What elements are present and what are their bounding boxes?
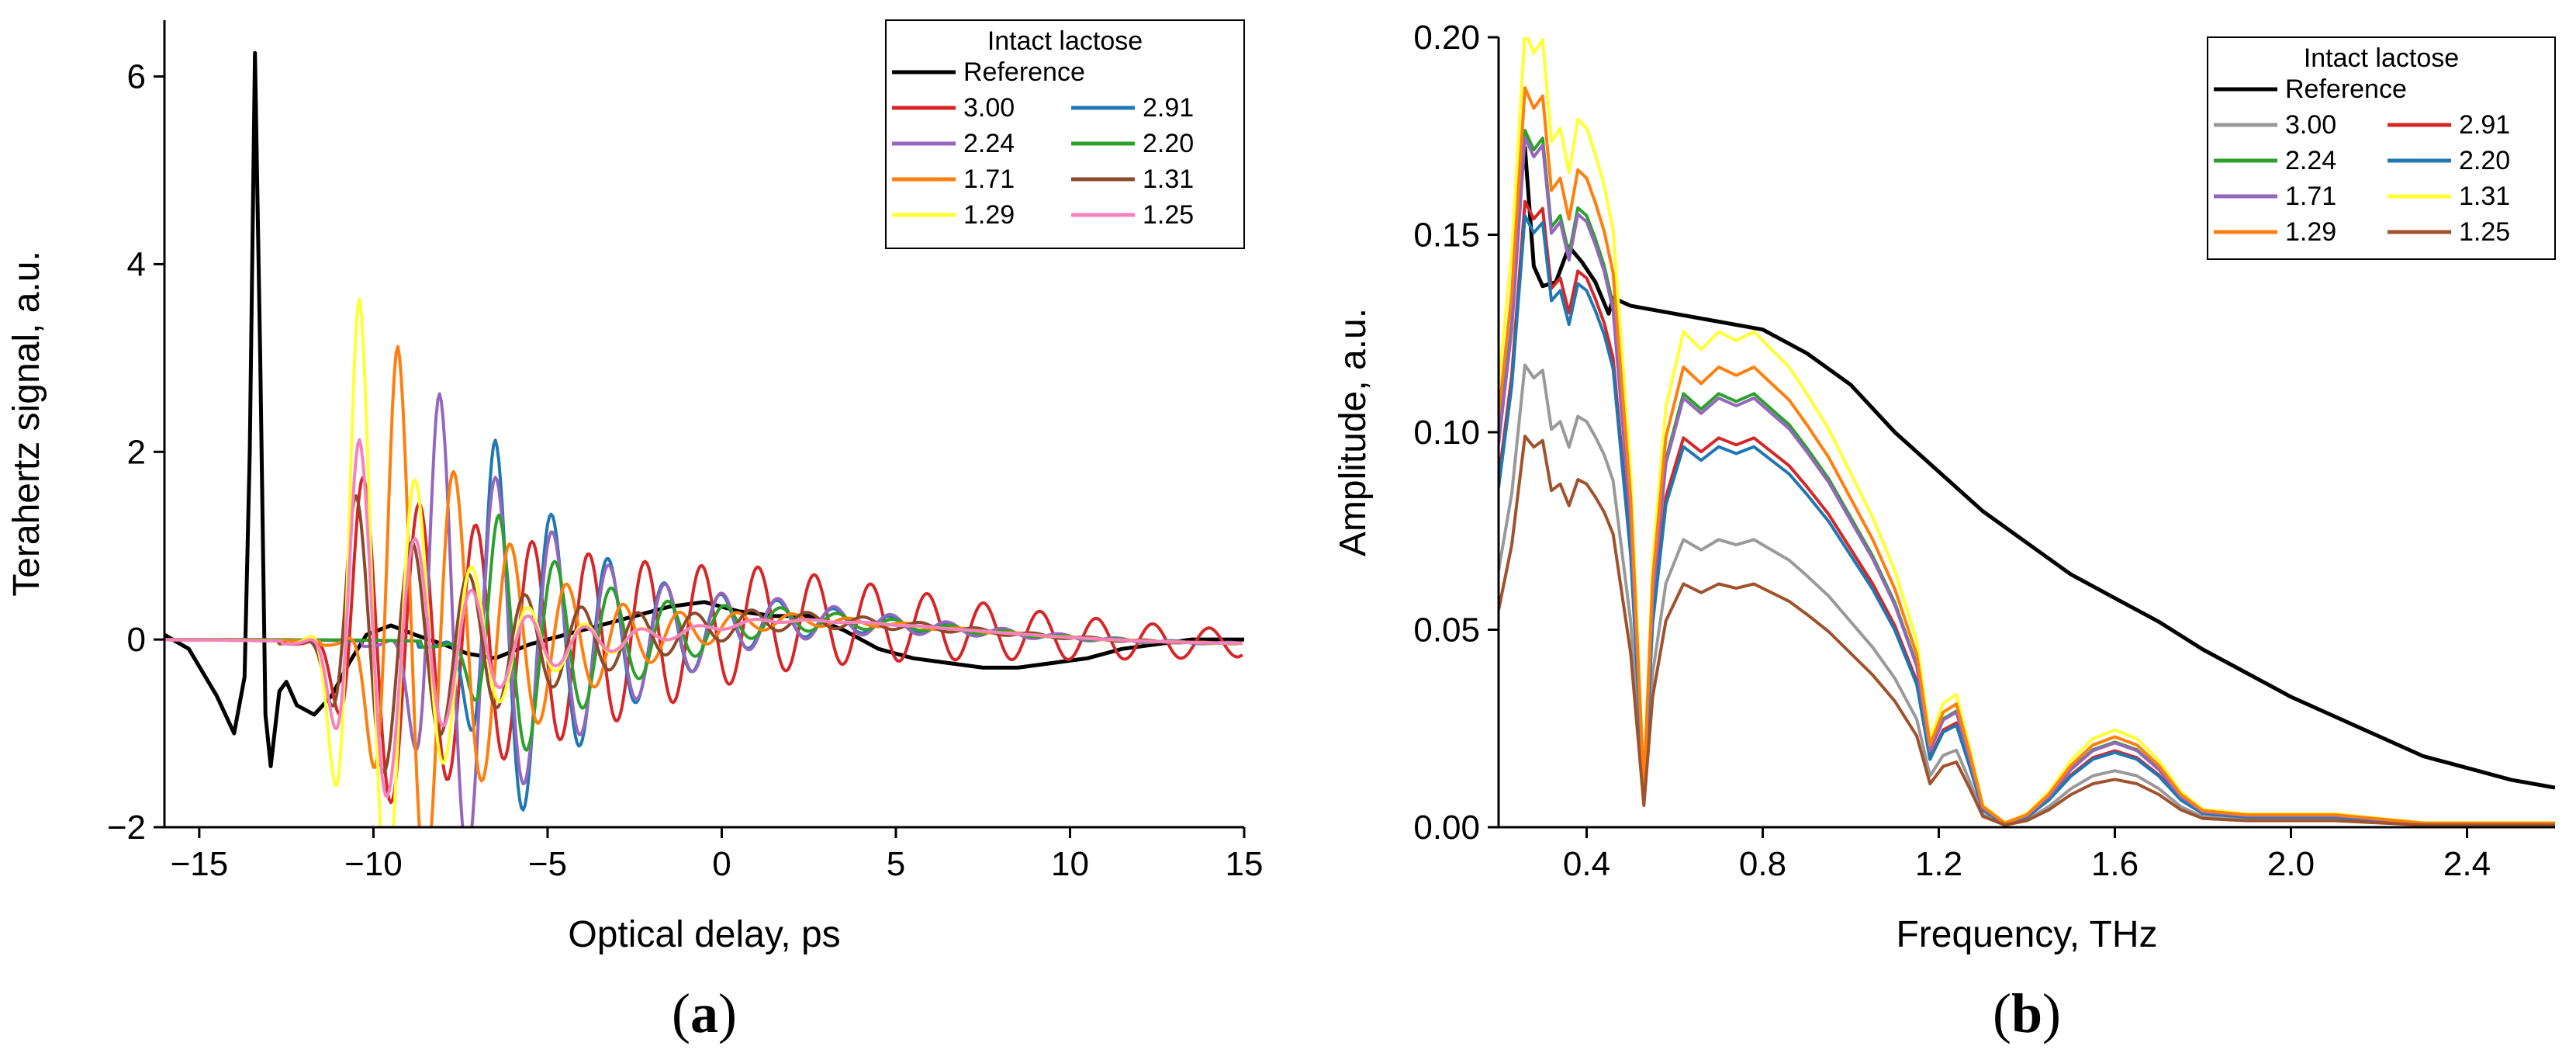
legend-label-item: 1.25 [2459, 217, 2510, 247]
y-tick-label: 0.00 [1413, 809, 1480, 847]
panel-label: (a) [672, 982, 737, 1044]
x-axis-title: Frequency, THz [1896, 914, 2157, 955]
series-line-1-25 [1499, 435, 2555, 827]
legend-label-reference: Reference [963, 57, 1085, 87]
y-tick-label: 0.15 [1413, 217, 1480, 255]
series-group [164, 50, 1244, 827]
legend-box [885, 19, 1245, 249]
x-tick-label: 2.0 [2267, 845, 2315, 883]
legend-label-item: 1.31 [2459, 182, 2510, 211]
legend-label-item: 3.00 [963, 93, 1015, 123]
y-tick-label: 0.10 [1413, 414, 1480, 452]
series-line-1-31 [164, 494, 1243, 774]
x-tick-label: 0.4 [1563, 845, 1610, 883]
y-tick-label: 0.05 [1413, 611, 1480, 650]
x-tick-label: 0 [712, 845, 731, 883]
legend-label-item: 2.20 [1143, 129, 1194, 158]
series-line-3-00 [1499, 363, 2555, 826]
legend-label-item: 1.29 [2285, 217, 2336, 247]
legend-label-item: 1.31 [1143, 165, 1194, 194]
y-tick-label: 0 [127, 621, 146, 659]
series-line-1-29 [164, 297, 1243, 827]
panel-label: (b) [1993, 982, 2061, 1044]
x-tick-label: 15 [1226, 845, 1264, 883]
x-tick-label: −10 [344, 845, 403, 883]
series-line-1-71 [164, 345, 1243, 827]
x-tick-label: 1.6 [2091, 845, 2139, 883]
legend-label-item: 2.91 [2459, 110, 2510, 140]
legend-title: Intact lactose [987, 26, 1143, 56]
legend-title: Intact lactose [2304, 43, 2459, 73]
x-tick-label: −5 [528, 845, 567, 883]
y-tick-label: 2 [127, 433, 146, 471]
panel-label-close: ) [2042, 982, 2061, 1044]
legend-label-item: 1.71 [963, 165, 1015, 194]
x-tick-label: 2.4 [2443, 845, 2491, 883]
legend-label-item: 2.24 [2285, 146, 2336, 175]
x-tick-label: 1.2 [1915, 845, 1962, 883]
y-axis-title: Terahertz signal, a.u. [6, 251, 47, 597]
y-tick-label: 0.20 [1413, 19, 1480, 57]
panel-label-open: ( [1993, 982, 2011, 1044]
legend-label-item: 3.00 [2285, 110, 2336, 140]
series-group [1499, 37, 2555, 827]
panel-label-letter: b [2011, 982, 2042, 1044]
legend-label-item: 1.29 [963, 200, 1015, 230]
series-line-2-24 [164, 392, 1243, 827]
series-line-1-31 [1499, 37, 2555, 825]
series-line-2-20 [1499, 214, 2555, 826]
legend-label-item: 2.91 [1143, 93, 1194, 123]
x-tick-label: 0.8 [1739, 845, 1786, 883]
panel-label-letter: a [690, 982, 718, 1044]
y-tick-label: 6 [127, 58, 146, 96]
series-line-1-29 [1499, 86, 2555, 825]
panel-label-close: ) [718, 982, 737, 1044]
chart-panel-a: −15 −10 −5 0 5 10 15 −2 0 2 4 6 Optical delay, ps Ter… [6, 19, 1264, 1044]
legend-box [2207, 36, 2556, 260]
legend-label-item: 1.71 [2285, 182, 2336, 211]
x-tick-label: 10 [1051, 845, 1089, 883]
y-tick-label: −2 [107, 809, 146, 847]
legend-label-reference: Reference [2285, 74, 2407, 104]
chart-panel-b: 0.4 0.8 1.2 1.6 2.0 2.4 0.00 0.05 0.10 0.15 0.20 Fr… [1333, 19, 2556, 1044]
y-axis-title: Amplitude, a.u. [1333, 308, 1374, 556]
x-axis-title: Optical delay, ps [568, 914, 840, 955]
legend-label-item: 1.25 [1143, 200, 1194, 230]
legend-label-item: 2.24 [963, 129, 1015, 158]
legend-label-item: 2.20 [2459, 146, 2510, 175]
series-line-1-25 [164, 438, 1243, 798]
x-tick-label: 5 [887, 845, 905, 883]
x-tick-label: −15 [171, 845, 229, 883]
panel-label-open: ( [672, 982, 690, 1044]
y-tick-label: 4 [127, 245, 146, 283]
